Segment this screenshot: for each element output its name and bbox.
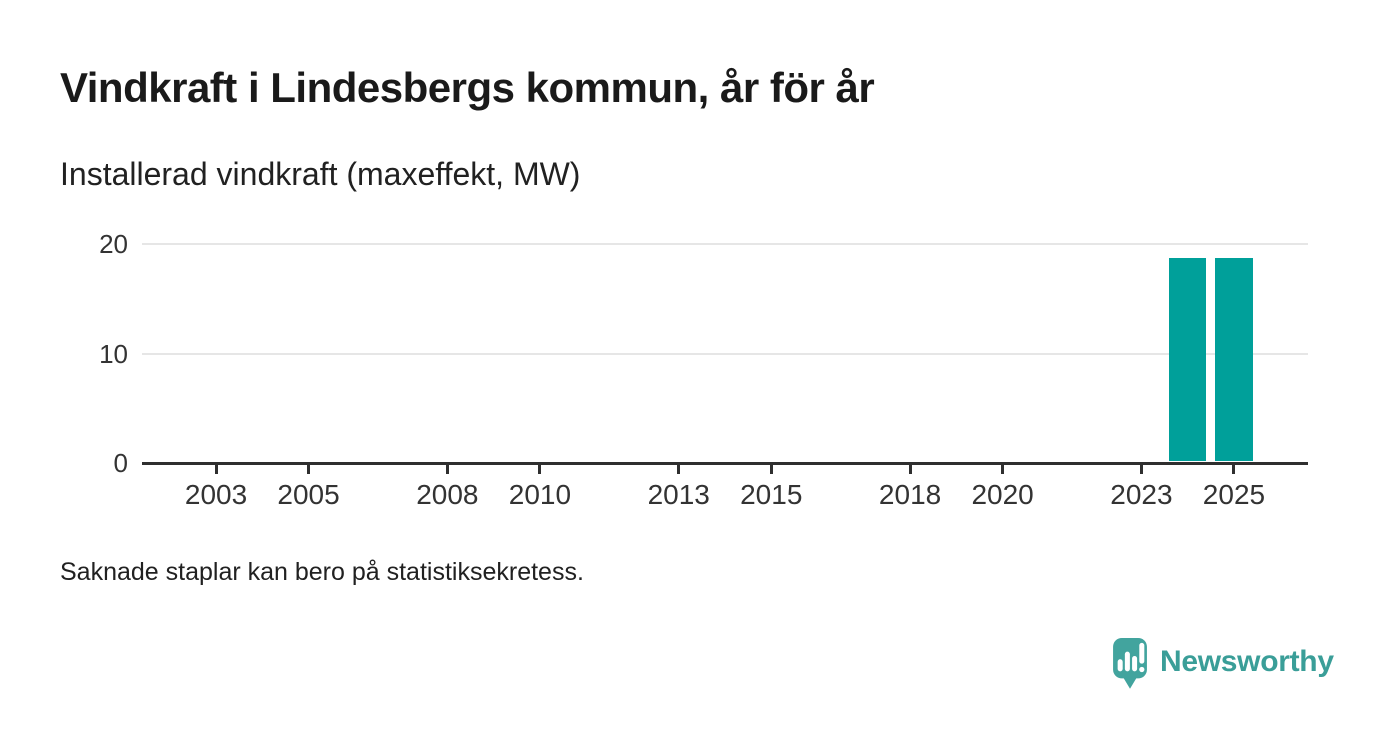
y-axis-label: 20	[99, 229, 128, 259]
x-axis-tick	[445, 464, 449, 474]
y-axis-label: 10	[99, 338, 128, 369]
x-axis-tick	[908, 464, 912, 474]
bar-2025	[1215, 258, 1253, 461]
x-axis-tick	[769, 464, 773, 474]
x-axis-label: 2020	[971, 479, 1034, 510]
newsworthy-logo[interactable]: Newsworthy	[1113, 638, 1334, 697]
x-axis-label: 2015	[740, 479, 803, 510]
x-axis-label: 2008	[416, 479, 479, 510]
x-axis-tick	[1139, 464, 1143, 474]
x-axis-label: 2010	[508, 479, 572, 510]
x-axis-tick	[538, 464, 542, 474]
x-axis-tick	[1001, 464, 1005, 474]
bar-2024	[1168, 258, 1207, 461]
newsworthy-speech-bubble-bar-chart-icon	[1113, 638, 1147, 689]
x-axis-label: 2005	[277, 479, 340, 510]
x-axis-label: 2025	[1202, 479, 1266, 510]
x-axis-label: 2018	[878, 479, 942, 510]
x-axis-label: 2003	[184, 479, 248, 510]
x-axis-tick	[677, 464, 681, 474]
x-axis-label: 2023	[1110, 479, 1173, 510]
x-axis-tick	[1232, 464, 1236, 474]
newsworthy-logo-text: Newsworthy	[1160, 645, 1334, 678]
x-axis-tick	[307, 464, 311, 474]
x-axis-line	[142, 461, 1308, 465]
x-axis-label: 2013	[647, 479, 710, 510]
gridline-y-10	[142, 352, 1308, 355]
chart-footnote: Saknade staplar kan bero på statistiksek…	[60, 558, 584, 586]
x-axis-tick	[214, 464, 218, 474]
chart-subtitle: Installerad vindkraft (maxeffekt, MW)	[60, 156, 581, 192]
chart-title: Vindkraft i Lindesbergs kommun, år för å…	[60, 64, 875, 111]
y-axis-label: 0	[113, 448, 128, 478]
gridline-y-20	[142, 243, 1308, 245]
